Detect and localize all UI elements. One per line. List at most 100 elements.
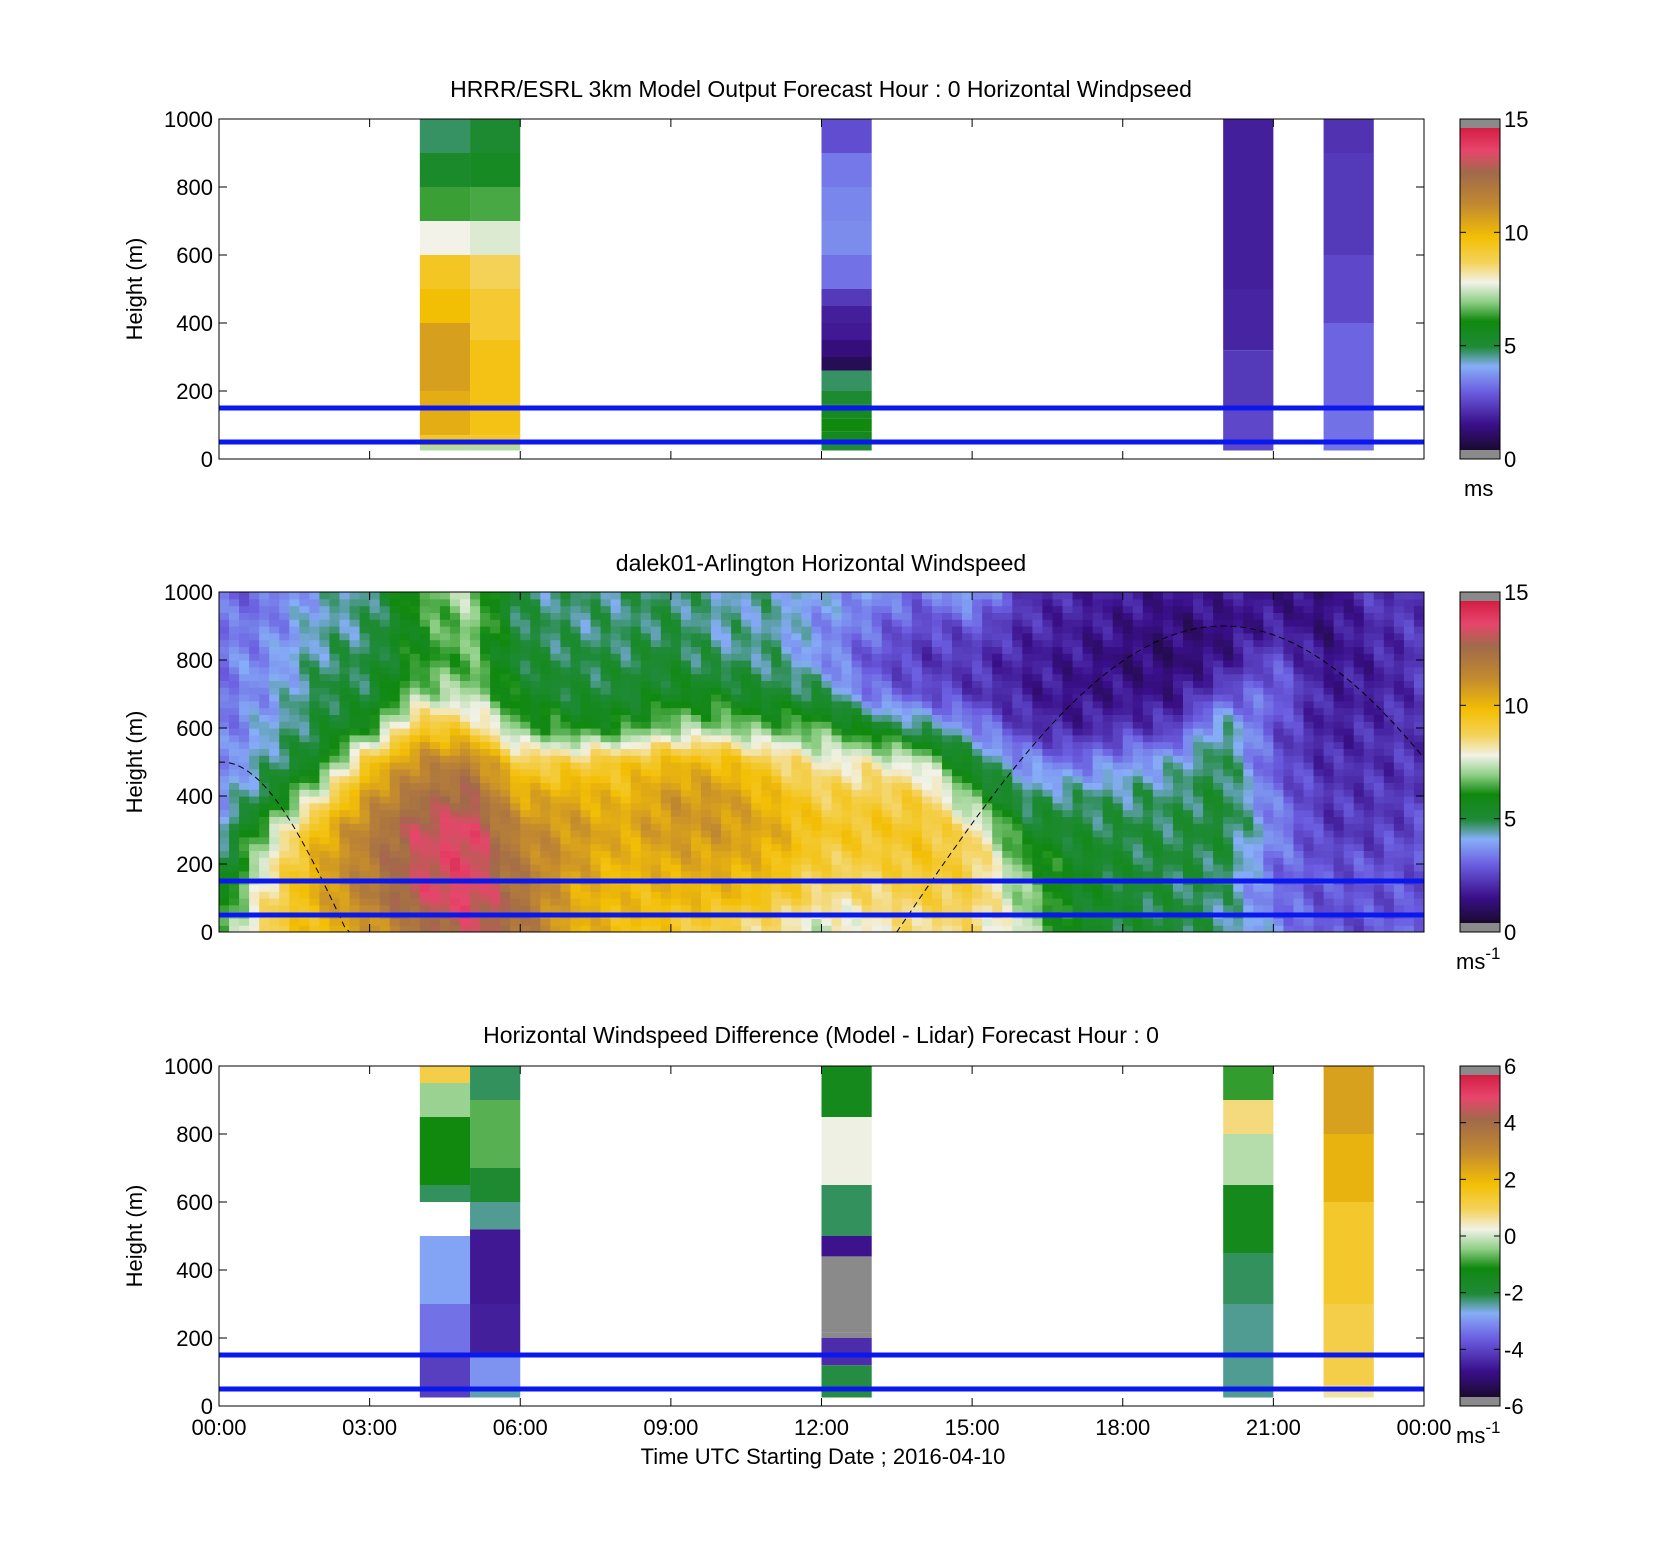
heat-cell [811, 843, 823, 851]
heat-cell [1092, 728, 1104, 736]
panel-lidar-ylabel: Height (m) [122, 711, 147, 814]
heat-cell [1062, 680, 1074, 688]
heat-cell [911, 728, 923, 736]
heat-cell [821, 418, 872, 432]
heat-cell [1183, 612, 1194, 620]
heat-cell [249, 836, 260, 845]
heat-cell [1092, 898, 1104, 906]
heat-cell [259, 707, 270, 715]
heat-cell [269, 741, 280, 749]
heat-cell [460, 734, 471, 743]
heat-cell [1002, 734, 1013, 743]
heat-cell [1002, 864, 1013, 872]
heat-cell [560, 898, 572, 906]
heat-cell [590, 673, 602, 681]
heat-cell [1092, 836, 1104, 845]
heat-cell [299, 707, 310, 715]
heat-cell [831, 687, 843, 695]
heat-cell [942, 598, 953, 607]
heat-cell [500, 884, 511, 892]
heat-cell [851, 857, 863, 865]
heat-cell [1052, 639, 1064, 647]
heat-cell [309, 843, 321, 851]
heat-cell [239, 775, 250, 783]
heat-cell [731, 734, 742, 743]
heat-cell [1032, 830, 1044, 838]
heat-cell [721, 925, 732, 932]
heat-cell [921, 687, 933, 695]
heat-cell [650, 836, 662, 845]
heat-cell [1122, 891, 1134, 899]
heat-cell [1142, 714, 1154, 722]
heat-cell [670, 707, 682, 715]
heat-cell [650, 891, 662, 899]
heat-cell [269, 694, 280, 702]
heat-cell [1132, 891, 1144, 899]
heat-cell [550, 660, 562, 668]
heat-cell [962, 864, 973, 872]
heat-cell [861, 721, 873, 729]
heat-cell [259, 700, 270, 709]
heat-cell [379, 653, 391, 661]
heat-cell [1032, 904, 1044, 913]
heat-cell [640, 843, 652, 851]
heat-cell [429, 789, 441, 797]
heat-cell [1052, 673, 1064, 681]
heat-cell [460, 782, 471, 790]
heat-cell [449, 762, 461, 770]
heat-cell [771, 707, 782, 715]
heat-cell [449, 898, 461, 906]
heat-cell [751, 891, 762, 899]
heat-cell [660, 598, 672, 607]
heat-cell [931, 592, 943, 600]
heat-cell [1092, 605, 1104, 613]
heat-cell [721, 660, 732, 668]
heat-cell [1183, 864, 1194, 872]
heat-cell [349, 802, 361, 811]
heat-cell [952, 768, 963, 777]
heat-cell [359, 653, 371, 661]
heat-cell [319, 925, 331, 932]
heat-cell [480, 714, 491, 722]
heat-cell [690, 694, 702, 702]
heat-cell [409, 626, 421, 634]
heat-cell [449, 884, 461, 892]
heat-cell [1152, 830, 1164, 838]
heat-cell [319, 789, 331, 797]
heat-cell [269, 850, 280, 858]
heat-cell [520, 741, 531, 749]
heat-cell [731, 612, 742, 620]
heat-cell [731, 632, 742, 641]
heat-cell [329, 891, 341, 899]
heat-cell [289, 707, 300, 715]
heat-cell [751, 666, 762, 675]
heat-cell [409, 714, 421, 722]
heat-cell [620, 721, 632, 729]
heat-cell [891, 598, 903, 607]
heat-cell [550, 700, 562, 709]
heat-cell [821, 802, 833, 811]
heat-cell [239, 768, 250, 777]
heat-cell [640, 741, 652, 749]
panel-model-title: HRRR/ESRL 3km Model Output Forecast Hour… [450, 76, 1192, 102]
heat-cell [540, 891, 551, 899]
heat-cell [972, 734, 983, 743]
heat-cell [690, 925, 702, 932]
heat-cell [429, 673, 441, 681]
heat-cell [1112, 680, 1124, 688]
heat-cell [480, 762, 491, 770]
heat-cell [279, 700, 290, 709]
heat-cell [931, 700, 943, 709]
heat-cell [490, 904, 501, 913]
heat-cell [409, 592, 421, 600]
heat-cell [500, 721, 511, 729]
heat-cell [520, 836, 531, 845]
heat-cell [279, 748, 290, 756]
heat-cell [942, 639, 953, 647]
heat-cell [269, 898, 280, 906]
heat-cell [1183, 673, 1194, 681]
heat-cell [219, 891, 230, 899]
heat-cell [369, 626, 381, 634]
heat-cell [399, 632, 411, 641]
heat-cell [791, 884, 803, 892]
